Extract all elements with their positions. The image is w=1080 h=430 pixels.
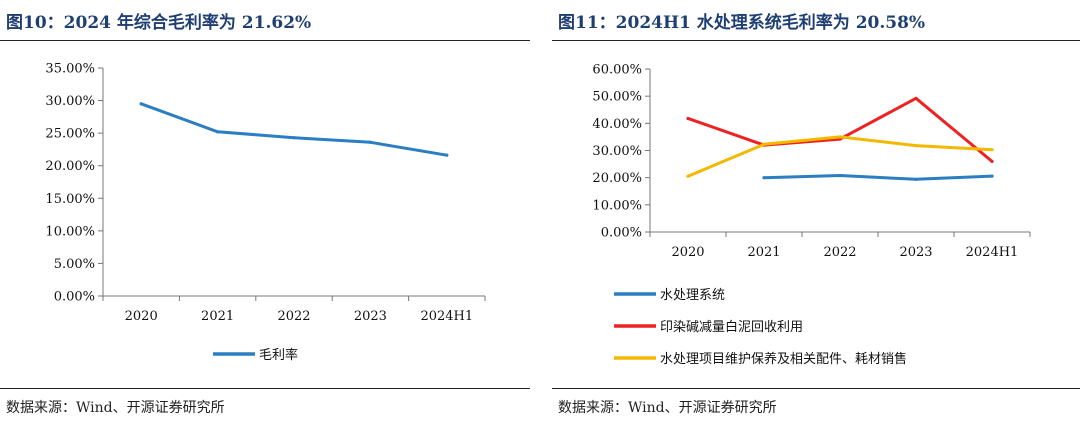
- y-tick-label: 35.00%: [45, 62, 95, 77]
- line-chart-gross-margin: 35.00% 30.00% 25.00% 20.00% 15.00% 10.00% 5.00…: [45, 62, 486, 363]
- data-point: [914, 96, 918, 100]
- legend-label: 毛利率: [259, 347, 298, 363]
- data-point: [686, 116, 690, 121]
- data-point: [762, 142, 766, 146]
- data-point: [292, 136, 296, 140]
- chart-title: 图11：2024H1 水处理系统毛利率为 20.58%: [558, 13, 926, 33]
- series-line: [686, 96, 994, 163]
- y-tick-label: 30.00%: [45, 94, 95, 109]
- y-tick-label: 5.00%: [54, 257, 95, 272]
- data-point: [990, 159, 994, 163]
- top-rule: [0, 40, 530, 41]
- y-tick-label: 30.00%: [592, 144, 642, 159]
- y-tick-label: 20.00%: [45, 159, 95, 174]
- y-tick-label: 60.00%: [592, 63, 642, 78]
- x-tick-label: 2023: [899, 245, 932, 260]
- data-point: [139, 102, 143, 106]
- top-rule: [552, 40, 1080, 41]
- series-line: [139, 102, 449, 157]
- y-tick-label: 25.00%: [45, 127, 95, 142]
- x-tick-label: 2022: [823, 245, 856, 260]
- x-tick-label: 2024H1: [966, 245, 1019, 260]
- source-note: 数据来源：Wind、开源证券研究所: [6, 400, 225, 416]
- line-chart-segment-margins: 60.00% 50.00% 40.00% 30.00% 20.00% 10.00% 0.00…: [592, 63, 1031, 367]
- data-point: [990, 174, 994, 178]
- legend-label: 印染碱减量白泥回收利用: [660, 319, 803, 335]
- data-point: [838, 173, 842, 178]
- x-tick-label: 2022: [277, 309, 310, 324]
- data-point: [990, 148, 994, 152]
- legend-label: 水处理项目维护保养及相关配件、耗材销售: [660, 351, 907, 367]
- data-point: [914, 177, 918, 181]
- x-tick-label: 2021: [201, 309, 234, 324]
- data-point: [914, 144, 918, 148]
- x-tick-label: 2021: [747, 245, 780, 260]
- data-point: [686, 174, 690, 178]
- y-tick-label: 20.00%: [592, 171, 642, 186]
- y-tick-label: 15.00%: [45, 192, 95, 207]
- legend-label: 水处理系统: [660, 288, 725, 303]
- x-tick-label: 2023: [354, 309, 387, 324]
- series-line: [686, 135, 994, 178]
- x-tick-label: 2020: [125, 309, 158, 324]
- x-tick-label: 2024H1: [420, 309, 473, 324]
- y-tick-label: 40.00%: [592, 117, 642, 132]
- series-line: [762, 174, 994, 181]
- data-point: [216, 130, 220, 134]
- y-tick-label: 50.00%: [592, 90, 642, 105]
- y-tick-label: 0.00%: [601, 226, 642, 241]
- data-point: [368, 140, 372, 144]
- bottom-rule: [552, 388, 1080, 389]
- chart-title: 图10：2024 年综合毛利率为 21.62%: [6, 13, 312, 33]
- y-tick-label: 10.00%: [45, 224, 95, 239]
- chart-panel-left: 图10：2024 年综合毛利率为 21.62% 35.00% 30.00% 25.0…: [0, 0, 530, 430]
- y-tick-label: 10.00%: [592, 198, 642, 213]
- data-point: [838, 135, 842, 139]
- data-point: [762, 176, 766, 180]
- x-tick-label: 2020: [671, 245, 704, 260]
- source-note: 数据来源：Wind、开源证券研究所: [558, 400, 777, 416]
- y-tick-label: 0.00%: [54, 290, 95, 305]
- chart-panel-right: 图11：2024H1 水处理系统毛利率为 20.58% 60.00% 50.00%…: [552, 0, 1080, 430]
- bottom-rule: [0, 388, 530, 389]
- data-point: [445, 153, 449, 157]
